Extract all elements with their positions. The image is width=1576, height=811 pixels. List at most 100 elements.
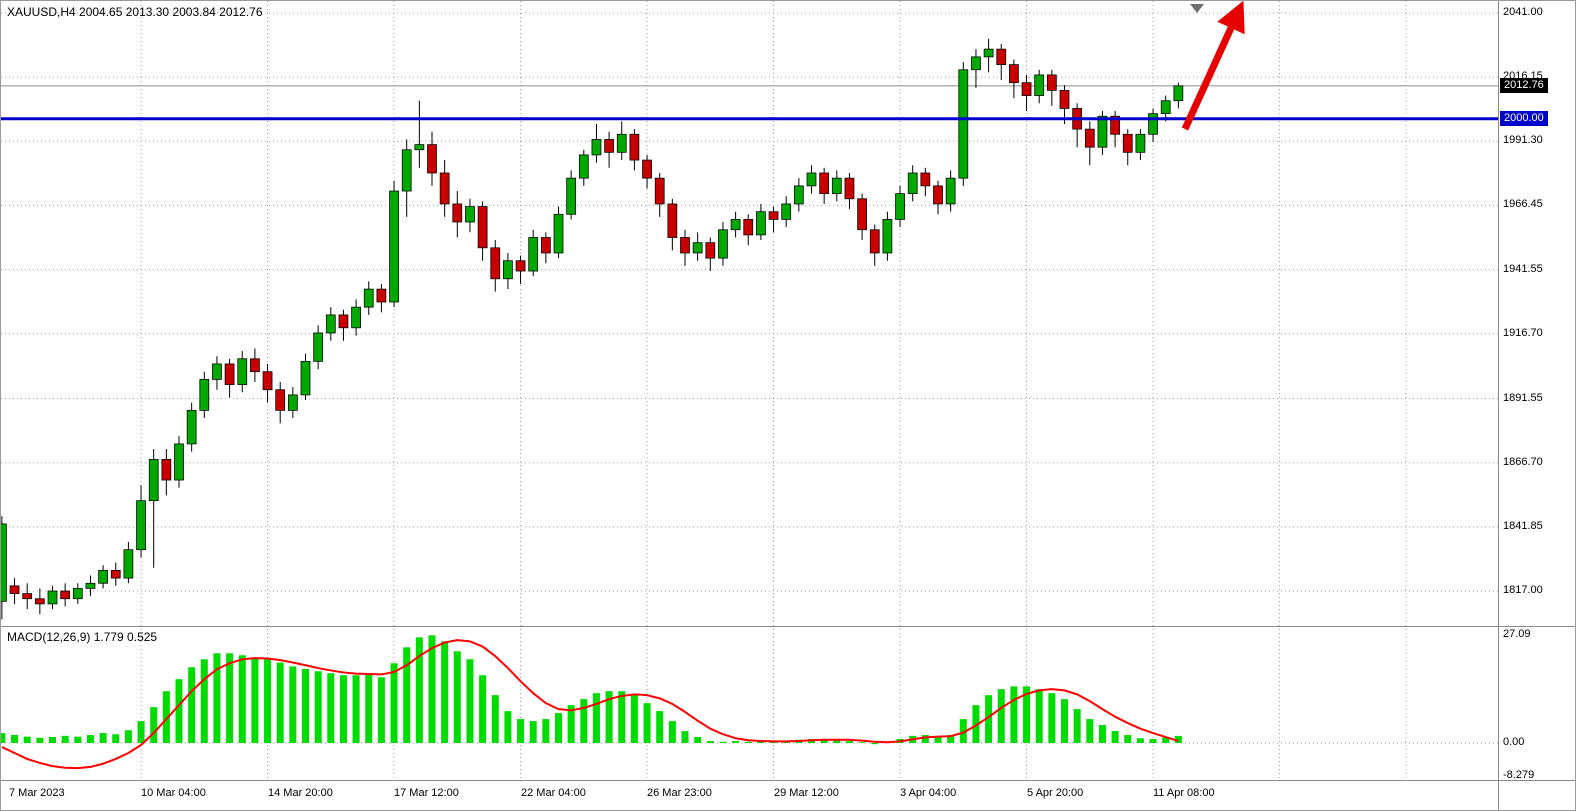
macd-indicator-label: MACD(12,26,9) 1.779 0.525 bbox=[7, 630, 158, 644]
candle-bullish bbox=[781, 203, 792, 220]
candle-bearish bbox=[819, 172, 830, 195]
macd-histogram-bar bbox=[479, 675, 487, 743]
symbol-ohlc-header: XAUUSD,H4 2004.65 2013.30 2003.84 2012.7… bbox=[7, 5, 263, 19]
macd-histogram-bar bbox=[820, 739, 828, 743]
candle-bearish bbox=[427, 144, 437, 174]
candle-bullish bbox=[85, 582, 96, 589]
macd-histogram-bar bbox=[137, 721, 145, 743]
candle-bullish bbox=[806, 172, 817, 187]
time-axis-label: 26 Mar 23:00 bbox=[647, 787, 712, 799]
macd-histogram-bar bbox=[959, 719, 967, 743]
candle-bullish bbox=[325, 314, 336, 334]
macd-histogram-bar bbox=[542, 719, 550, 743]
candle-bullish bbox=[363, 288, 374, 308]
candle-bullish bbox=[287, 394, 298, 411]
current-price-badge: 2012.76 bbox=[1500, 77, 1548, 93]
candle-bullish bbox=[718, 229, 728, 259]
price-axis-label: 1991.30 bbox=[1503, 134, 1543, 147]
price-axis-label: 1866.70 bbox=[1503, 455, 1543, 468]
macd-histogram-bar bbox=[833, 739, 841, 743]
candle-bearish bbox=[844, 177, 855, 200]
candle-bearish bbox=[920, 172, 931, 187]
candle-bearish bbox=[768, 211, 779, 220]
price-axis[interactable]: 2041.00 2016.15 1991.30 1966.45 1941.55 1916.… bbox=[1498, 1, 1575, 810]
macd-histogram-bar bbox=[1174, 735, 1182, 743]
macd-histogram-bar bbox=[1010, 686, 1018, 743]
candle-bullish bbox=[1097, 115, 1108, 148]
macd-histogram-bar bbox=[390, 663, 398, 743]
time-axis[interactable]: 7 Mar 2023 10 Mar 04:00 14 Mar 20:00 17 Mar… bbox=[1, 781, 1498, 810]
macd-histogram-bar bbox=[1111, 731, 1119, 743]
candle-bullish bbox=[793, 185, 804, 205]
candle-bearish bbox=[439, 172, 450, 205]
macd-histogram-bar bbox=[1162, 737, 1170, 743]
candle-bullish bbox=[300, 360, 311, 396]
macd-histogram-bar bbox=[352, 675, 360, 743]
macd-histogram-bar bbox=[99, 733, 107, 743]
macd-histogram-bar bbox=[36, 737, 44, 743]
macd-histogram-bar bbox=[985, 695, 993, 743]
macd-histogram-bar bbox=[858, 742, 866, 744]
macd-histogram-bar bbox=[1023, 686, 1031, 743]
macd-axis-label: 27.09 bbox=[1503, 628, 1531, 640]
macd-histogram-bar bbox=[302, 668, 309, 743]
candle-bullish bbox=[237, 358, 248, 385]
price-axis-label: 1841.85 bbox=[1503, 519, 1543, 532]
chart-shift-marker-icon[interactable] bbox=[1190, 4, 1204, 13]
trend-arrow-head-icon[interactable] bbox=[1217, 1, 1245, 35]
candle-bearish bbox=[224, 363, 235, 385]
candle-bearish bbox=[1110, 115, 1120, 135]
candle-bullish bbox=[882, 219, 893, 254]
candle-bearish bbox=[642, 159, 652, 179]
price-axis-label: 1817.00 bbox=[1503, 584, 1543, 596]
macd-histogram-bar bbox=[504, 711, 512, 743]
macd-histogram-bar bbox=[580, 699, 588, 743]
time-axis-label: 11 Apr 08:00 bbox=[1153, 787, 1215, 799]
macd-histogram-bar bbox=[643, 703, 651, 743]
macd-histogram-bar bbox=[200, 659, 208, 743]
macd-histogram-bar bbox=[845, 741, 853, 743]
candle-bullish bbox=[831, 177, 842, 194]
macd-histogram-bar bbox=[567, 705, 575, 743]
price-axis-label: 1891.55 bbox=[1503, 391, 1543, 404]
candle-bullish bbox=[1160, 100, 1171, 115]
candle-bearish bbox=[857, 198, 867, 231]
price-axis-label: 1916.70 bbox=[1503, 326, 1543, 339]
candle-bullish bbox=[72, 588, 83, 600]
time-axis-label: 5 Apr 20:00 bbox=[1027, 787, 1084, 799]
candle-bullish bbox=[907, 172, 918, 195]
time-axis-divider bbox=[1, 780, 1575, 781]
macd-histogram-bar bbox=[264, 659, 272, 743]
candle-bullish bbox=[465, 206, 475, 223]
price-axis-label: 1966.45 bbox=[1503, 198, 1543, 211]
candle-bullish bbox=[730, 219, 741, 231]
candle-bullish bbox=[351, 306, 361, 329]
time-axis-label: 17 Mar 12:00 bbox=[394, 787, 459, 799]
candle-bearish bbox=[1122, 133, 1133, 153]
trend-arrow-shaft[interactable] bbox=[1181, 26, 1235, 131]
macd-histogram-bar bbox=[403, 647, 411, 743]
candle-bearish bbox=[34, 598, 45, 605]
macd-histogram-bar bbox=[732, 741, 740, 743]
candle-bullish bbox=[971, 56, 981, 71]
macd-histogram-bar bbox=[86, 735, 94, 743]
macd-histogram-bar bbox=[150, 707, 158, 743]
chart-canvas[interactable] bbox=[1, 1, 1498, 811]
macd-histogram-bar bbox=[1124, 735, 1132, 743]
candle-bearish bbox=[667, 203, 678, 238]
candle-bullish bbox=[553, 213, 564, 254]
macd-histogram-bar bbox=[226, 653, 234, 743]
macd-histogram-bar bbox=[466, 659, 474, 743]
macd-histogram-bar bbox=[491, 695, 499, 743]
price-axis-label: 2041.00 bbox=[1503, 6, 1543, 18]
macd-histogram-bar bbox=[415, 637, 423, 743]
macd-histogram-bar bbox=[605, 691, 613, 743]
candle-bullish bbox=[528, 237, 539, 272]
macd-histogram-bar bbox=[947, 735, 955, 743]
pane-divider[interactable] bbox=[1, 626, 1575, 627]
macd-histogram-bar bbox=[719, 741, 727, 743]
candle-bearish bbox=[629, 133, 640, 161]
macd-histogram-bar bbox=[744, 741, 752, 743]
macd-histogram-bar bbox=[656, 711, 664, 743]
